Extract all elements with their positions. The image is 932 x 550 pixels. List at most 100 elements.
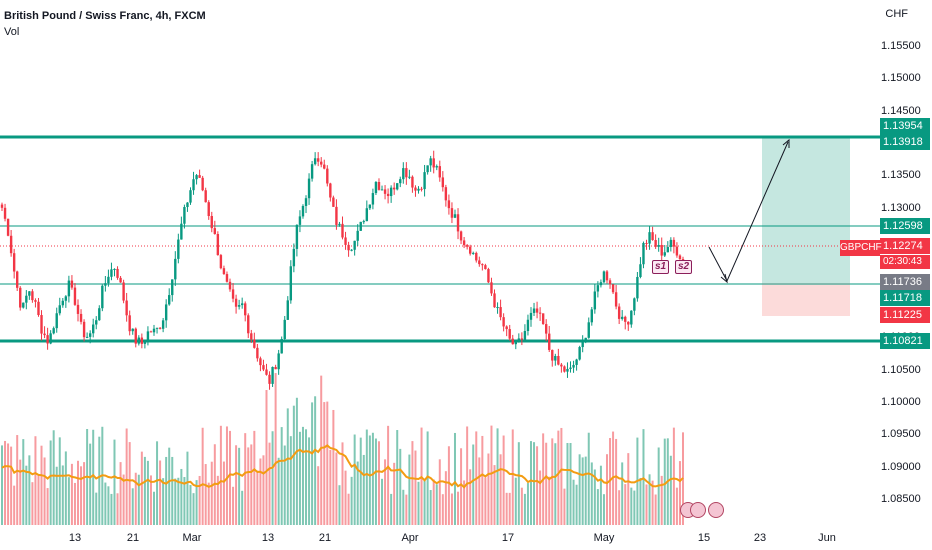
volume-bar [593,469,596,525]
annotation-s2[interactable]: s2 [675,260,693,274]
candle-body [128,315,131,332]
candle-body [247,315,250,334]
volume-bar [95,492,98,525]
volume-bar [341,442,344,525]
candle-body [210,216,213,229]
volume-bar [490,425,493,525]
uk-flag-event-icon[interactable] [708,502,724,518]
volume-bar [326,401,329,525]
target-price-label: 1.13954 [880,118,930,134]
volume-bar [128,442,131,525]
volume-bar [67,477,70,525]
volume-bar [466,426,469,525]
candle-body [554,355,557,361]
annotation-s1[interactable]: s1 [652,260,670,274]
candle-body [31,291,34,301]
volume-bar [195,480,198,525]
volume-bar [651,480,654,525]
candle-body [180,223,183,240]
candle-body [85,336,89,338]
volume-bar [460,448,463,525]
symbol-title[interactable]: British Pound / Swiss Franc, 4h, FXCM [4,10,206,22]
volume-bar [286,408,289,525]
candle-body [289,266,293,301]
volume-bar [137,474,140,525]
target-zone[interactable] [762,138,850,283]
candle-body [43,333,46,336]
candle-body [472,252,475,254]
volume-bar [478,457,481,525]
volume-bar [210,461,213,525]
volume-bar [575,484,578,525]
candle-body [79,313,83,322]
candle-body [614,292,618,307]
stop-zone[interactable] [762,283,850,316]
candle-body [499,307,502,318]
candle-body [587,322,590,338]
volume-bar [46,488,49,525]
projection-arrowhead-icon [782,138,790,148]
candle-body [362,221,365,223]
candle-body [566,368,569,372]
volume-bar [335,452,338,525]
candle-body [295,224,299,249]
volume-bar [49,440,52,525]
candle-body [520,338,524,340]
candle-body [164,304,168,321]
volume-bar [359,437,362,525]
uk-flag-event-icon[interactable] [690,502,706,518]
candle-body [259,358,262,366]
volume-legend[interactable]: Vol [4,26,20,38]
volume-bar [554,443,557,525]
candle-body [353,240,356,250]
candle-body [383,189,387,194]
volume-bar [590,462,593,525]
volume-bar [602,494,605,525]
volume-bar [332,409,335,525]
candle-body [49,333,52,344]
volume-bar [34,436,37,525]
volume-bar [146,460,149,525]
volume-bar [511,429,514,525]
candle-body [356,230,359,241]
volume-bar [311,402,314,525]
volume-bar [250,444,253,525]
volume-bar [301,426,304,525]
candle-body [183,207,186,224]
candle-body [620,316,624,319]
volume-bar [581,457,584,525]
candle-body [560,364,563,367]
volume-bar [508,492,511,525]
candle-body [627,321,630,325]
candle-body [380,189,384,191]
volume-bar [566,443,569,525]
candle-body [146,331,150,342]
candle-body [414,187,417,191]
volume-bar [61,465,64,525]
volume-bar [229,430,232,525]
volume-bar [149,475,152,525]
volume-bar [557,430,560,525]
volume-bar [134,472,137,525]
candle-body [244,303,247,316]
volume-bar [396,430,399,525]
candle-body [465,245,469,247]
candle-body [332,197,335,207]
volume-bar [7,443,10,525]
volume-bar [390,493,393,525]
volume-bar [186,451,189,525]
candle-body [222,268,226,275]
candle-body [481,264,484,266]
candle-body [228,281,232,290]
time-tick: Mar [182,532,202,544]
candle-body [663,252,666,256]
candle-body [563,366,566,372]
candle-body [341,223,344,238]
candle-body [459,231,463,241]
volume-bar [122,474,125,525]
volume-bar [295,397,298,525]
volume-bar [393,462,396,525]
volume-bar [253,430,256,525]
